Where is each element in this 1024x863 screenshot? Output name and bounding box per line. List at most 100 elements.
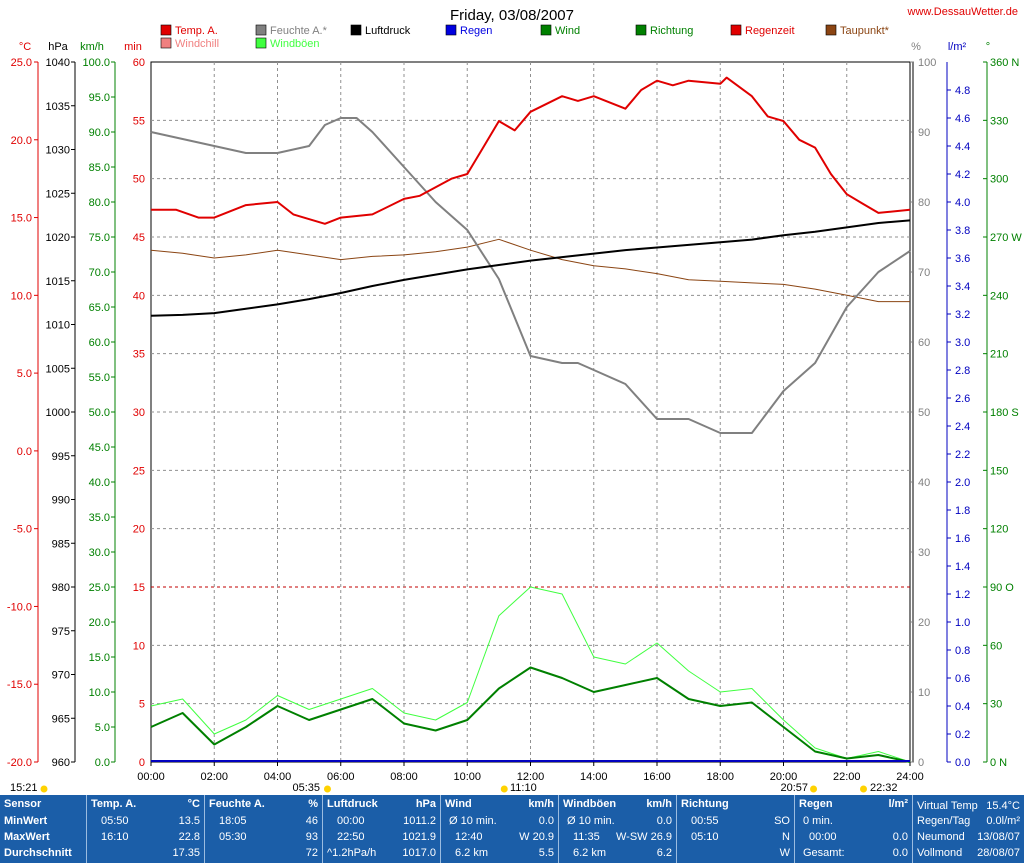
stats-temp-max: 22.8 [178,831,200,843]
direction-tick-label: 180 S [990,407,1019,419]
time-tick-label: 00:00 [137,771,165,783]
sunset-label: 20:57 [780,782,808,794]
rain-tick-label: 3.4 [955,281,970,293]
minutes-unit-label: min [124,41,142,53]
temp-tick-label: 0.0 [17,446,32,458]
stats-gust-max: W-SW 26.9 [615,831,672,843]
new-moon-label: Neumond [917,831,965,843]
stats-hum-avg: 72 [305,847,318,859]
legend-swatch [635,24,647,36]
rain-tick-label: 3.2 [955,309,970,321]
minutes-tick-label: 30 [133,407,145,419]
rain-tick-label: 0.0 [955,757,970,769]
stats-wind-header: Wind [445,798,472,810]
wind-tick-label: 65.0 [89,302,110,314]
stats-header: Sensor [4,798,42,810]
full-moon-label: Vollmond [917,847,963,859]
minutes-tick-label: 35 [133,349,145,361]
pressure-series-line [150,219,911,317]
legend-swatch [160,37,172,49]
stats-gust-min-label: Ø 10 min. [567,815,615,827]
wind-unit-label: km/h [80,41,104,53]
rain-tick-label: 1.2 [955,589,970,601]
rain-tick-label: 1.8 [955,505,970,517]
humidity-tick-label: 60 [918,337,930,349]
stats-wind-max-time: 12:40 [455,831,483,843]
humidity-tick-label: 20 [918,617,930,629]
time-tick-label: 16:00 [643,771,671,783]
legend-label: Richtung [650,25,693,37]
stats-temp-max-time: 16:10 [101,831,129,843]
direction-tick-label: 210 [990,349,1008,361]
rain-tick-label: 3.8 [955,225,970,237]
stats-label-max: MaxWert [4,831,50,843]
humidity-tick-label: 10 [918,687,930,699]
pressure-tick-label: 1020 [46,232,70,244]
pressure-tick-label: 1035 [46,101,70,113]
minutes-tick-label: 45 [133,232,145,244]
rain-tick-label: 1.4 [955,561,970,573]
noon-icon [500,785,508,793]
sunrise-label: 05:35 [292,782,320,794]
sunrise-icon [323,785,331,793]
rain-tick-label: 1.6 [955,533,970,545]
pressure-tick-label: 965 [52,713,70,725]
virtual-temp-label: Virtual Temp [917,800,978,812]
legend-swatch [730,24,742,36]
direction-tick-label: 30 [990,699,1002,711]
pressure-tick-label: 980 [52,582,70,594]
direction-tick-label: 0 N [990,757,1007,769]
wind-tick-label: 95.0 [89,92,110,104]
rain-tick-label: 4.2 [955,169,970,181]
pressure-tick-label: 1040 [46,57,70,69]
stats-dir-min-time: 00:55 [691,815,719,827]
rain-tick-label: 0.2 [955,729,970,741]
stats-rain-max: 0.0 [892,831,908,843]
stats-dir-max-time: 05:10 [691,831,719,843]
temp-tick-label: -5.0 [13,524,32,536]
wind-tick-label: 70.0 [89,267,110,279]
rain-tick-label: 0.8 [955,645,970,657]
wind-tick-label: 45.0 [89,442,110,454]
legend-label: Regenzeit [745,25,795,37]
pressure-tick-label: 1000 [46,407,70,419]
minutes-tick-label: 55 [133,115,145,127]
temp-tick-label: 15.0 [11,213,32,225]
stats-gust-max-time: 11:35 [573,831,600,843]
wind-tick-label: 15.0 [89,652,110,664]
temp-tick-label: 10.0 [11,290,32,302]
humidity-tick-label: 50 [918,407,930,419]
rain-tick-label: 0.4 [955,701,970,713]
stats-press-trend: ^1.2hPa/h [327,847,377,859]
stats-dir-header: Richtung [681,798,729,810]
stats-temp-min: 13.5 [178,815,200,827]
humidity-tick-label: 30 [918,547,930,559]
stats-hum-header: Feuchte A. [209,798,265,810]
moonrise-icon [40,785,48,793]
pressure-tick-label: 960 [52,757,70,769]
stats-rain-total-label: Gesamt: [803,847,845,859]
minutes-tick-label: 25 [133,465,145,477]
pressure-tick-label: 1010 [46,320,70,332]
wind-tick-label: 0.0 [95,757,110,769]
temp-tick-label: -10.0 [7,601,32,613]
stats-col-pressure: Luftdruck hPa 00:00 1011.2 22:50 1021.9 ^1.… [323,795,441,863]
legend-label: Temp. A. [175,25,218,37]
direction-tick-label: 360 N [990,57,1019,69]
virtual-temp-value: 15.4°C [986,800,1020,812]
legend-swatch [350,24,362,36]
wind-tick-label: 60.0 [89,337,110,349]
temperature-series-line [151,76,911,225]
stats-col-temp: Temp. A. °C 05:50 13.5 16:10 22.8 17.35 [87,795,205,863]
temp-tick-label: 20.0 [11,135,32,147]
stats-dir-max: N [782,831,790,843]
stats-wind-min-label: Ø 10 min. [449,815,497,827]
humidity-tick-label: 80 [918,197,930,209]
pressure-tick-label: 1030 [46,145,70,157]
humidity-tick-label: 0 [918,757,924,769]
minutes-tick-label: 0 [139,757,145,769]
time-tick-label: 04:00 [264,771,292,783]
time-tick-label: 14:00 [580,771,608,783]
wind-tick-label: 75.0 [89,232,110,244]
moonset-icon [860,785,868,793]
